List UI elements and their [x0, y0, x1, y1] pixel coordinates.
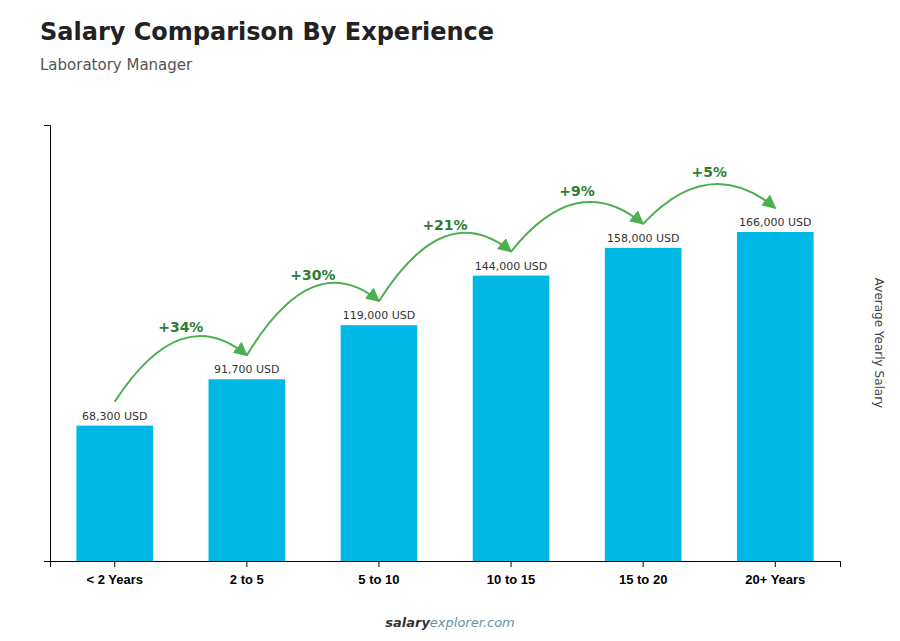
chart: Salary Comparison By Experience Laborator…	[0, 0, 900, 641]
x-axis-line	[51, 562, 841, 568]
x-tick-label: 5 to 10	[358, 572, 399, 587]
data-label: 158,000 USD	[607, 232, 680, 245]
bar	[76, 426, 153, 561]
annotation: +9%	[559, 183, 595, 199]
x-axis: < 2 Years 2 to 5 5 to 10 10 to 15 15 to 20 20…	[51, 561, 841, 587]
y-axis	[44, 126, 51, 562]
x-tick-mark	[775, 561, 776, 567]
footer-part: explorer.com	[430, 615, 515, 630]
data-labels: 68,300 USD 91,700 USD 119,000 USD 144,000 U…	[82, 216, 812, 423]
plot: < 2 Years 2 to 5 5 to 10 10 to 15 15 to 20 20…	[44, 126, 841, 588]
y-axis-title: Average Yearly Salary	[872, 278, 886, 408]
bar	[341, 325, 418, 561]
change-arrow	[643, 184, 775, 224]
x-tick: 5 to 10	[358, 561, 399, 587]
annotations: +34% +30% +21% +9% +5%	[115, 164, 776, 401]
x-tick-label: 2 to 5	[230, 572, 264, 587]
data-label: 166,000 USD	[739, 216, 812, 229]
bar	[209, 379, 286, 561]
change-arrow	[115, 336, 247, 402]
footer-part: salary	[385, 615, 430, 630]
x-tick-mark	[378, 561, 379, 567]
x-tick-mark	[246, 561, 247, 567]
annotation: +30%	[290, 267, 335, 283]
x-tick: 2 to 5	[230, 561, 264, 587]
bar	[737, 232, 814, 561]
change-arrow	[511, 202, 643, 252]
x-tick: 10 to 15	[487, 561, 535, 587]
x-tick-label: 15 to 20	[619, 572, 667, 587]
annotation: +21%	[422, 217, 467, 233]
x-tick: < 2 Years	[86, 561, 143, 587]
subtitle: Laboratory Manager	[40, 56, 193, 74]
change-arrow	[379, 233, 511, 302]
data-label: 91,700 USD	[214, 363, 280, 376]
data-label: 144,000 USD	[475, 260, 548, 273]
data-label: 68,300 USD	[82, 410, 148, 423]
x-tick-mark	[114, 561, 115, 567]
title: Salary Comparison By Experience	[40, 18, 494, 46]
x-tick-label: 10 to 15	[487, 572, 535, 587]
x-tick-mark	[643, 561, 644, 567]
bar	[473, 276, 550, 561]
bar	[605, 248, 682, 561]
change-arrow	[247, 283, 379, 356]
x-tick: 20+ Years	[745, 561, 805, 587]
x-tick-mark	[511, 561, 512, 567]
x-tick-label: 20+ Years	[745, 572, 805, 587]
x-tick-label: < 2 Years	[86, 572, 143, 587]
annotation: +34%	[158, 319, 203, 335]
bars	[76, 232, 813, 561]
footer: salaryexplorer.com	[385, 615, 515, 630]
data-label: 119,000 USD	[343, 309, 416, 322]
x-tick: 15 to 20	[619, 561, 667, 587]
annotation: +5%	[691, 164, 727, 180]
y-axis-line	[44, 126, 51, 562]
